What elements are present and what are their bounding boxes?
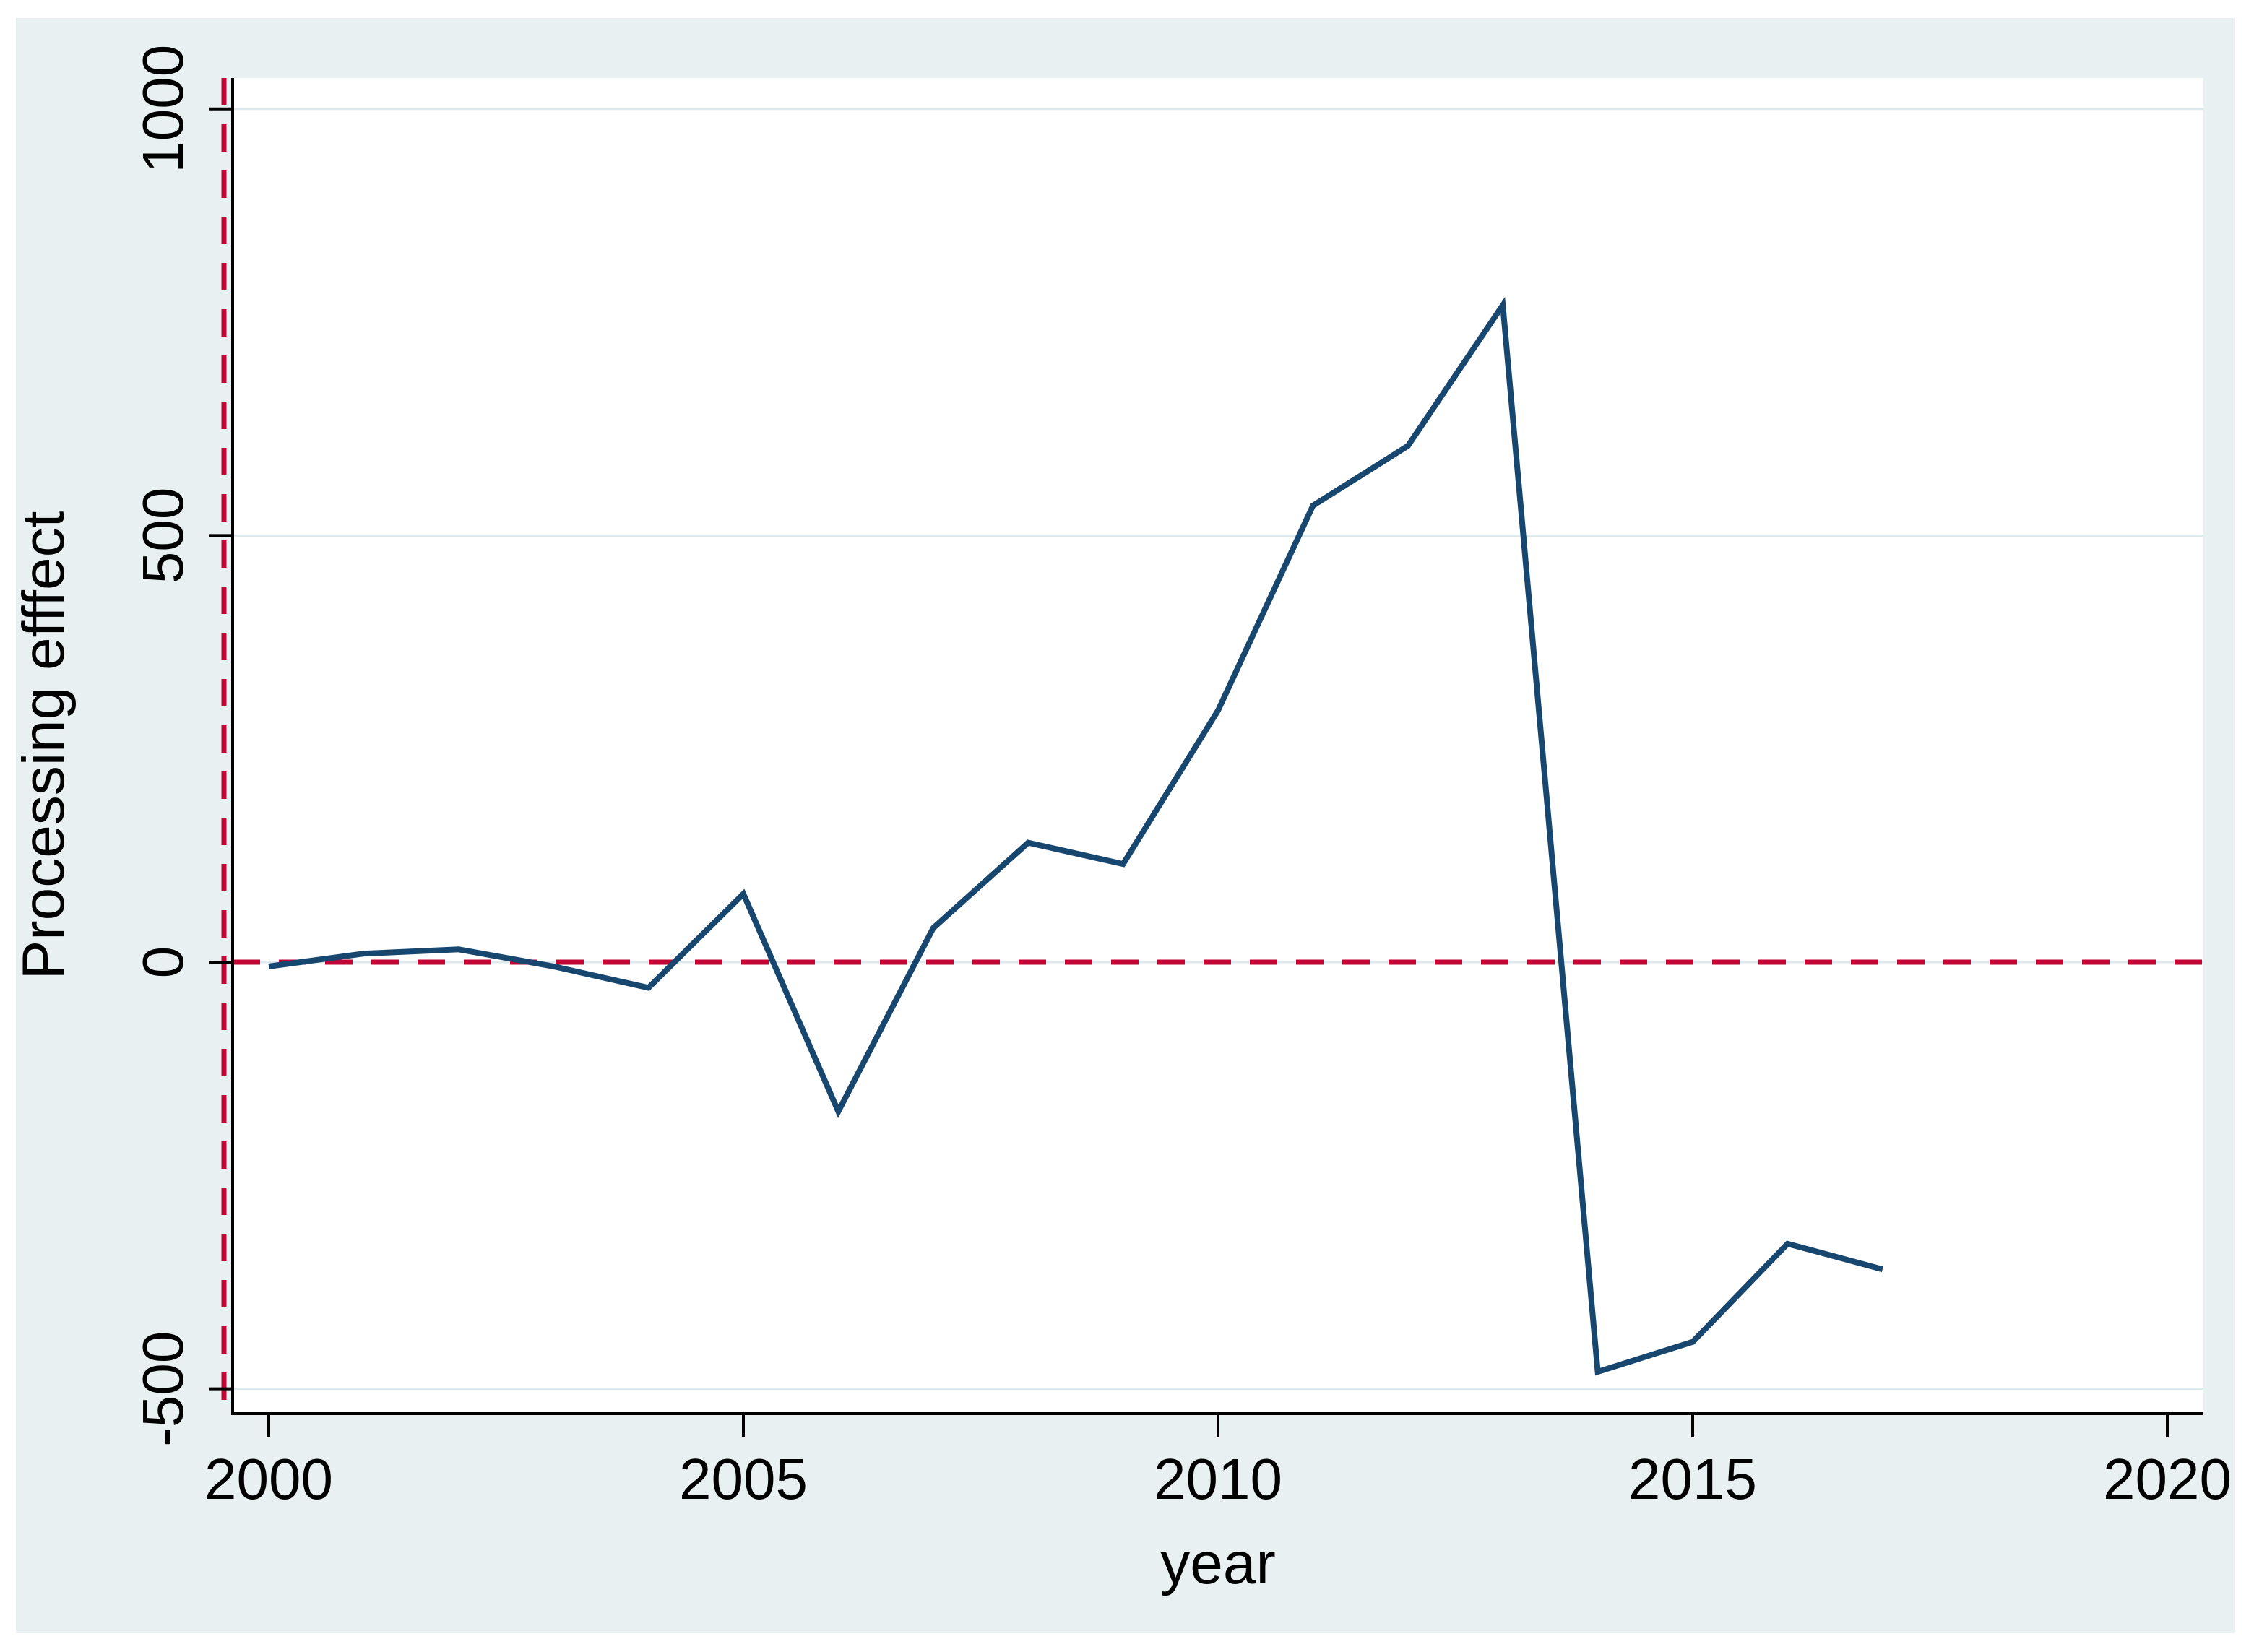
x-tick-label-2020: 2020 bbox=[2103, 1447, 2232, 1511]
y-tick-label-500: 500 bbox=[131, 488, 195, 584]
y-tick-label--500: -500 bbox=[131, 1331, 195, 1447]
x-tick-label-2010: 2010 bbox=[1154, 1447, 1282, 1511]
x-axis-title: year bbox=[1160, 1531, 1276, 1596]
y-axis-title: Processing efffect bbox=[11, 511, 77, 979]
y-tick-label-1000: 1000 bbox=[131, 45, 195, 173]
x-tick-label-2005: 2005 bbox=[679, 1447, 808, 1511]
data-series-line bbox=[268, 296, 1883, 1376]
y-tick-label-0: 0 bbox=[131, 946, 195, 979]
x-tick-label-2015: 2015 bbox=[1628, 1447, 1757, 1511]
plot-area bbox=[233, 78, 2203, 1414]
x-tick-label-2000: 2000 bbox=[204, 1447, 333, 1511]
